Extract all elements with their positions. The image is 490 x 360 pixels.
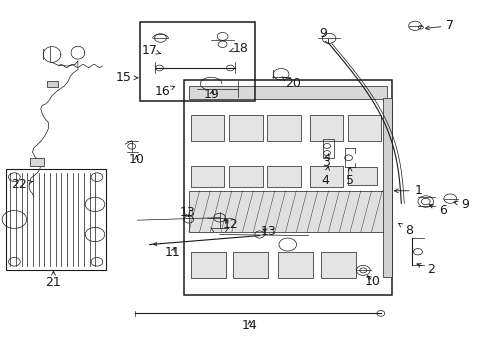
Text: 9: 9 [454, 198, 469, 211]
Text: 11: 11 [165, 246, 180, 259]
Text: 20: 20 [282, 77, 301, 90]
Text: 17: 17 [142, 44, 161, 57]
Bar [30, 158, 44, 166]
Text: 18: 18 [229, 41, 248, 54]
Text: 22: 22 [11, 178, 33, 191]
Text: 4: 4 [321, 166, 330, 186]
Bar [383, 98, 392, 277]
Text: 1: 1 [394, 184, 422, 197]
Bar [189, 191, 387, 232]
Text: 6: 6 [429, 204, 447, 217]
Bar [310, 166, 343, 187]
Text: 10: 10 [365, 275, 381, 288]
Text: 5: 5 [346, 167, 354, 187]
Text: 8: 8 [398, 223, 413, 237]
Text: 2: 2 [417, 263, 435, 276]
Bar [233, 252, 268, 278]
Bar [191, 115, 224, 140]
Bar [189, 86, 387, 99]
Text: 7: 7 [426, 19, 454, 32]
Bar [229, 166, 263, 187]
Text: 14: 14 [242, 319, 258, 332]
Text: 13: 13 [179, 207, 195, 220]
Text: 16: 16 [155, 85, 175, 98]
Bar [191, 166, 224, 187]
Text: 10: 10 [128, 153, 145, 166]
Bar [323, 139, 334, 158]
Bar [348, 167, 377, 185]
Bar [140, 22, 255, 101]
Bar [348, 115, 381, 140]
Bar [47, 81, 58, 87]
Bar [191, 252, 226, 278]
Text: 15: 15 [116, 71, 138, 84]
Bar [278, 252, 314, 278]
Text: 9: 9 [319, 27, 329, 44]
Text: 12: 12 [222, 218, 238, 231]
Bar [310, 115, 343, 140]
Text: 21: 21 [46, 271, 61, 289]
Text: 19: 19 [204, 88, 220, 101]
Text: 3: 3 [321, 153, 330, 169]
Bar [229, 115, 263, 140]
Bar [5, 169, 106, 270]
Bar [268, 166, 301, 187]
Bar [321, 252, 356, 278]
Bar [184, 80, 392, 295]
Text: 13: 13 [261, 225, 276, 238]
Bar [268, 115, 301, 140]
